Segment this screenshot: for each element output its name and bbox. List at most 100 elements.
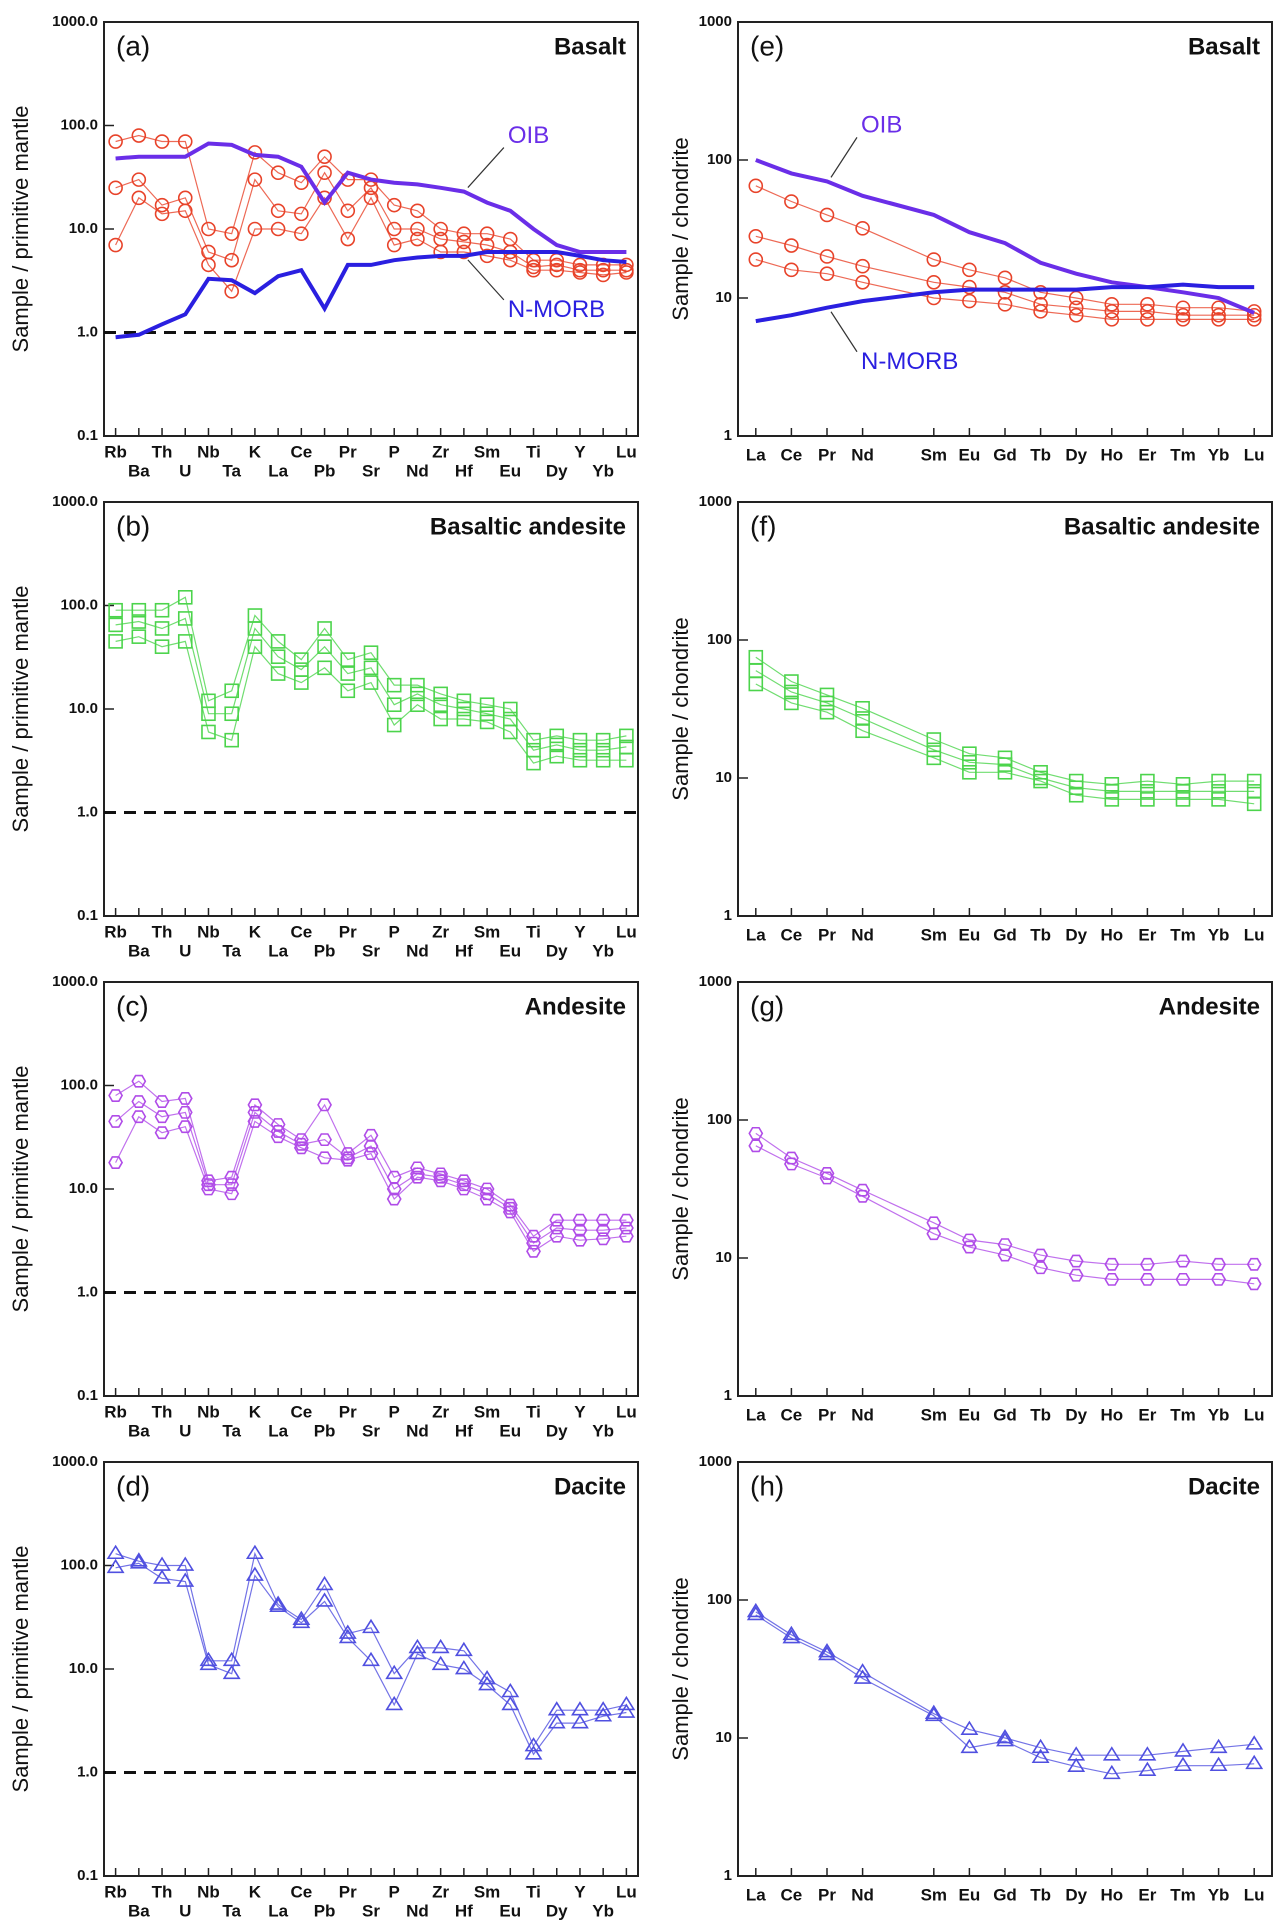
marker [855,723,870,739]
marker [746,1602,765,1618]
marker [549,262,565,278]
x-tick-label: La [268,1421,288,1440]
marker [1067,1757,1086,1772]
marker [456,711,472,727]
x-tick-label: Sr [362,941,380,960]
marker [853,1663,872,1678]
y-tick-label: 10 [715,1729,732,1746]
marker [997,764,1013,780]
marker [962,279,977,295]
marker [962,754,977,770]
marker [478,1670,497,1685]
marker [270,1118,286,1131]
marker [153,1569,171,1584]
reference-curve [755,158,1255,315]
marker [410,1167,425,1181]
marker [317,149,332,164]
x-tick-label: Eu [499,1901,521,1920]
x-tick-label: Ce [781,1405,803,1424]
x-tick-label: Eu [499,461,521,480]
marker [1102,1746,1121,1761]
x-tick-label: Ba [128,1901,150,1920]
marker [1033,1248,1049,1262]
marker [410,221,425,237]
marker [410,686,425,702]
marker [1068,1254,1084,1268]
marker [108,1114,124,1128]
marker [819,695,835,711]
marker [996,1728,1014,1744]
marker [269,1597,288,1613]
curve-label: OIB [508,122,549,149]
x-tick-label: Ce [290,442,312,461]
marker [526,262,541,278]
marker [177,134,193,149]
panel-label: (a) [116,30,150,61]
marker [340,666,356,681]
y-axis-label: Sample / primitive mantle [8,1546,33,1793]
marker [363,190,379,206]
x-tick-label: Rb [104,922,127,941]
plot-frame [737,501,1273,917]
marker [108,602,123,618]
x-tick-label: Ti [526,1882,541,1901]
marker [962,764,977,780]
x-tick-label: Nb [197,1402,220,1421]
y-tick-label: 10.0 [69,1660,98,1677]
marker [819,266,835,281]
marker [108,180,123,196]
marker [549,748,565,764]
marker [386,717,402,733]
marker [131,1074,147,1088]
marker [131,172,147,187]
marker [340,231,356,247]
panel-label: (b) [116,510,150,541]
marker [410,203,425,219]
marker [363,660,379,676]
marker [479,714,495,730]
x-tick-label: K [249,1882,262,1901]
y-tick-label: 10.0 [69,700,98,717]
marker [1031,1738,1050,1754]
marker [549,257,565,273]
marker [245,1544,264,1560]
x-tick-label: Lu [1244,925,1265,944]
marker [131,1095,147,1108]
marker [293,1141,309,1155]
x-tick-label: Hf [455,941,473,960]
marker [1175,784,1191,799]
x-tick-label: La [746,1405,766,1424]
x-tick-label: Er [1138,1885,1156,1904]
x-tick-label: Tm [1170,1405,1196,1424]
marker [129,1552,148,1567]
x-tick-label: Ho [1100,1885,1123,1904]
marker [433,1174,449,1188]
y-tick-label: 1000 [699,493,732,510]
marker [1175,1254,1191,1268]
x-tick-label: U [179,941,191,960]
marker [502,1198,518,1212]
marker [479,1187,495,1201]
x-tick-label: Gd [993,925,1017,944]
x-tick-label: Yb [1208,1405,1230,1424]
x-tick-label: Eu [959,1405,981,1424]
x-tick-label: Lu [1244,1885,1265,1904]
sample-line [115,596,627,741]
marker [1246,307,1262,323]
curve-label: N-MORB [508,296,605,323]
marker [247,1098,263,1112]
marker [748,1139,764,1153]
marker [386,1192,402,1206]
marker [108,1156,124,1170]
marker [1104,1257,1120,1271]
marker [410,231,425,247]
marker [595,742,611,758]
marker [154,1126,170,1140]
marker [924,1706,943,1722]
x-tick-label: Lu [1244,445,1265,464]
marker [176,1556,195,1571]
marker [926,274,942,290]
x-tick-label: Yb [592,1421,614,1440]
marker [177,203,193,219]
y-tick-label: 1.0 [77,1283,98,1300]
